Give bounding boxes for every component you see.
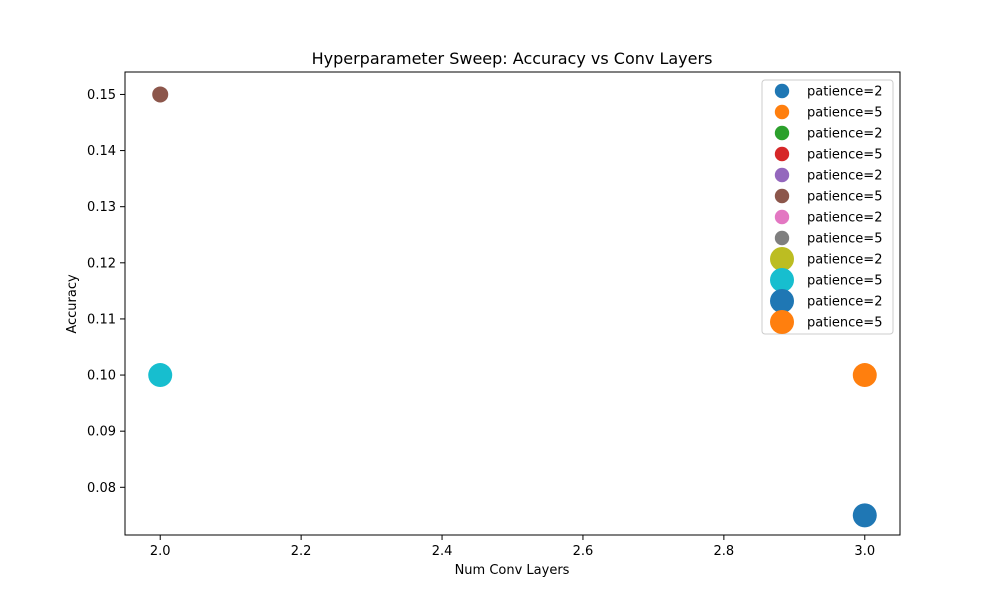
legend-label: patience=2 xyxy=(807,169,882,184)
legend-label: patience=2 xyxy=(807,127,882,142)
y-tick-label: 0.14 xyxy=(87,144,116,159)
legend-label: patience=2 xyxy=(807,211,882,226)
x-tick-label: 2.2 xyxy=(291,544,312,559)
legend-box xyxy=(761,79,894,335)
y-tick-label: 0.08 xyxy=(87,481,116,496)
legend-marker xyxy=(770,289,794,313)
x-axis-label: Num Conv Layers xyxy=(455,563,570,578)
data-point-11-0 xyxy=(852,363,877,388)
y-axis: 0.08 0.09 0.10 0.11 0.12 0.13 0.14 0.15 xyxy=(87,88,125,496)
y-tick-label: 0.10 xyxy=(87,369,116,384)
legend-marker xyxy=(770,247,794,271)
data-point-5-0 xyxy=(152,86,169,103)
data-point-9-0 xyxy=(148,363,173,388)
legend-marker xyxy=(774,125,790,141)
legend-label: patience=2 xyxy=(807,295,882,310)
legend-label: patience=2 xyxy=(807,253,882,268)
legend-marker xyxy=(770,268,794,292)
legend-marker xyxy=(774,209,790,225)
legend-marker xyxy=(774,146,790,162)
y-tick-label: 0.09 xyxy=(87,425,116,440)
x-tick-label: 2.8 xyxy=(714,544,735,559)
x-tick-label: 2.6 xyxy=(573,544,594,559)
legend-marker xyxy=(774,230,790,246)
x-tick-label: 2.0 xyxy=(150,544,171,559)
x-tick-label: 3.0 xyxy=(854,544,875,559)
plot-frame xyxy=(124,71,901,536)
chart-title: Hyperparameter Sweep: Accuracy vs Conv L… xyxy=(312,49,713,68)
y-tick-label: 0.13 xyxy=(87,200,116,215)
x-axis: 2.0 2.2 2.4 2.6 2.8 3.0 xyxy=(150,535,875,559)
legend-marker xyxy=(774,83,790,99)
y-axis-label: Accuracy xyxy=(65,274,80,334)
legend-label: patience=5 xyxy=(807,274,882,289)
legend-label: patience=5 xyxy=(807,106,882,121)
legend-label: patience=5 xyxy=(807,148,882,163)
y-tick-label: 0.12 xyxy=(87,256,116,271)
legend: patience=2 patience=5 patience=2 patience=5… xyxy=(761,79,894,335)
plot-marks xyxy=(148,86,877,528)
data-point-10-0 xyxy=(852,503,877,528)
legend-marker xyxy=(774,167,790,183)
legend-marker xyxy=(774,188,790,204)
legend-label: patience=5 xyxy=(807,316,882,331)
legend-marker xyxy=(770,310,794,334)
x-tick-label: 2.4 xyxy=(432,544,453,559)
legend-label: patience=5 xyxy=(807,232,882,247)
legend-label: patience=5 xyxy=(807,190,882,205)
y-tick-label: 0.11 xyxy=(87,312,116,327)
legend-label: patience=2 xyxy=(807,85,882,100)
legend-marker xyxy=(774,104,790,120)
y-tick-label: 0.15 xyxy=(87,88,116,103)
